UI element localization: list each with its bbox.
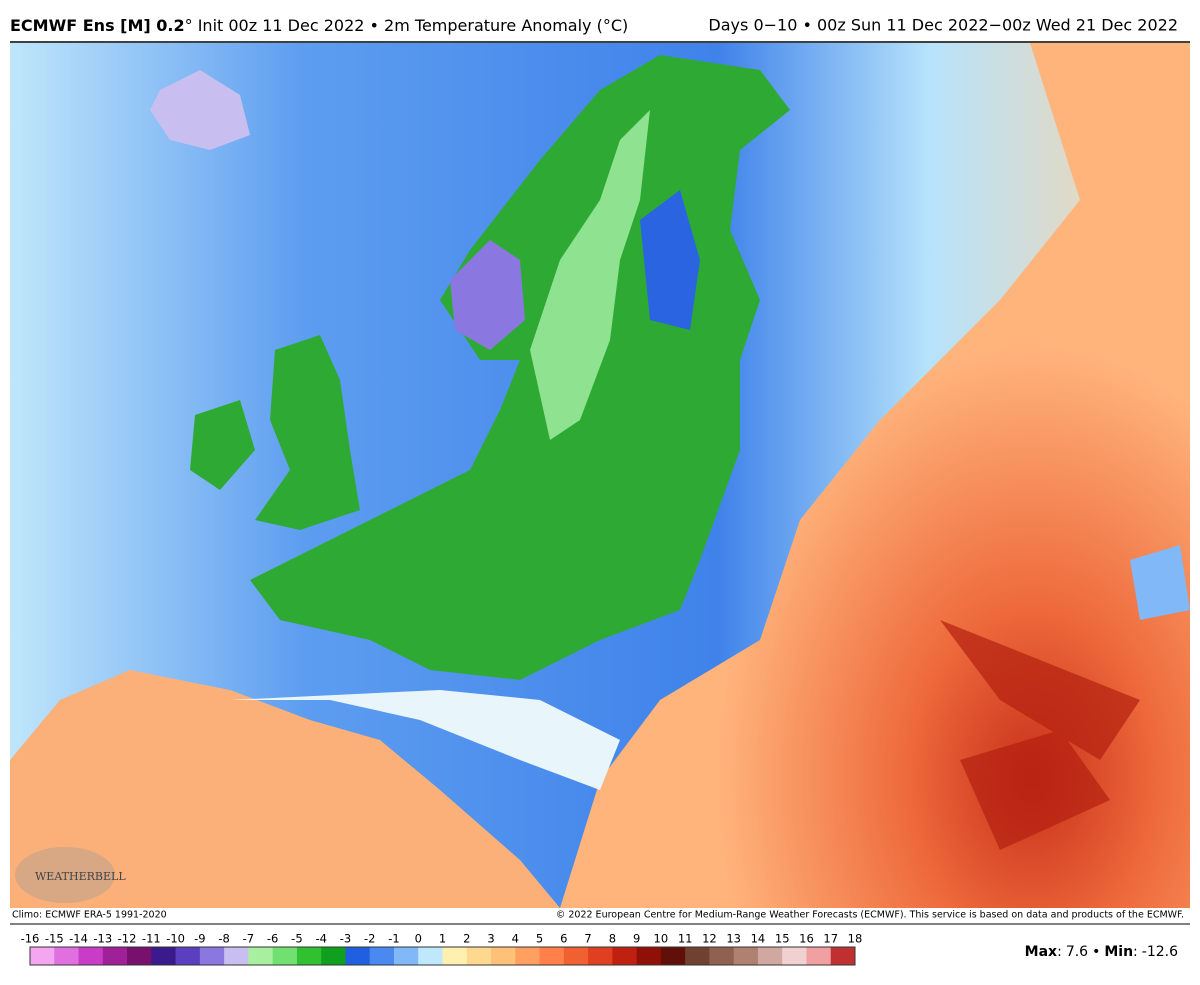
colorbar-swatch (418, 947, 443, 965)
colorbar-tick-label: 3 (487, 932, 494, 946)
watermark: WEATHERBELL (35, 870, 126, 883)
colorbar-tick-label: 12 (702, 932, 717, 946)
colorbar-tick-label: -13 (93, 932, 112, 946)
colorbar-tick-label: 15 (775, 932, 790, 946)
colorbar-swatch (539, 947, 565, 965)
cold-norway (450, 240, 525, 350)
colorbar-tick-label: -6 (267, 932, 278, 946)
colorbar-swatch (345, 947, 371, 965)
colorbar-tick-label: -16 (21, 932, 40, 946)
watermark-logo (15, 847, 115, 903)
colorbar-tick-label: -9 (194, 932, 205, 946)
cold-ireland (190, 400, 255, 490)
header-period: Days 0−10 • 00z Sun 11 Dec 2022−00z Wed … (708, 16, 1178, 35)
colorbar-tick-label: 6 (560, 932, 567, 946)
colorbar-tick-label: -3 (340, 932, 351, 946)
gulf-bothnia (640, 190, 700, 330)
colorbar-tick-label: 16 (799, 932, 814, 946)
colorbar-swatch (636, 947, 662, 965)
colorbar-swatch (321, 947, 346, 965)
footer-band (10, 908, 1190, 922)
colorbar-swatch (102, 947, 128, 965)
hot-core (940, 620, 1140, 850)
colorbar-tick-label: 18 (848, 932, 863, 946)
colorbar-tick-label: 11 (678, 932, 693, 946)
colorbar-swatch (782, 947, 807, 965)
colorbar-swatch (175, 947, 201, 965)
colorbar-tick-label: 1 (439, 932, 446, 946)
colorbar-swatch (563, 947, 589, 965)
colorbar-swatch (30, 947, 55, 965)
cold-iceland (150, 70, 250, 150)
colorbar-tick-label: 2 (463, 932, 470, 946)
colorbar-swatch (248, 947, 274, 965)
colorbar-tick-label: 17 (823, 932, 838, 946)
colorbar-tick-label: 7 (584, 932, 591, 946)
colorbar-tick-label: -7 (243, 932, 254, 946)
colorbar-frame (29, 946, 856, 966)
colorbar-swatch (685, 947, 710, 965)
colorbar-swatch (393, 947, 419, 965)
colorbar-swatch (709, 947, 735, 965)
colorbar-swatch (272, 947, 298, 965)
footer-copyright: © 2022 European Centre for Medium-Range … (556, 910, 1184, 921)
stats: Max: 7.6 • Min: -12.6 (1025, 944, 1178, 960)
colorbar-swatch (151, 947, 177, 965)
map: WEATHERBELL (10, 43, 1190, 908)
colorbar-swatch (806, 947, 832, 965)
colorbar-tick-label: -5 (291, 932, 302, 946)
colorbar-swatch (369, 947, 395, 965)
colorbar-tick-label: -8 (218, 932, 229, 946)
colorbar-tick-label: 10 (654, 932, 669, 946)
colorbar-tick-label: 13 (726, 932, 741, 946)
colorbar-tick-label: -12 (118, 932, 137, 946)
colorbar-tick-label: 0 (415, 932, 422, 946)
colorbar-tick-label: -14 (69, 932, 88, 946)
colorbar-swatch (757, 947, 783, 965)
colorbar-swatch (54, 947, 80, 965)
colorbar-tick-label: 14 (751, 932, 766, 946)
colorbar-tick-label: -1 (388, 932, 399, 946)
cold-britain (255, 335, 360, 530)
colorbar-swatch (660, 947, 686, 965)
colorbar-swatch (588, 947, 613, 965)
colorbar-tick-label: 8 (609, 932, 616, 946)
colorbar-tick-label: 4 (512, 932, 519, 946)
cool-caspian (1130, 545, 1190, 620)
colorbar-swatch (127, 947, 152, 965)
colorbar-tick-label: -11 (142, 932, 161, 946)
colorbar-swatch (442, 947, 468, 965)
colorbar-swatch (199, 947, 225, 965)
neutral-band (230, 690, 620, 790)
colorbar-swatch (830, 947, 856, 965)
colorbar-tick-label: 9 (633, 932, 640, 946)
colorbar-swatch (612, 947, 638, 965)
colorbar-tick-label: -15 (45, 932, 64, 946)
colorbar: -16 -15 -14 -13 -12 -11 -10 -9 -8 -7 -6 -5 -4 -3 -2 -1 0… (21, 932, 863, 966)
colorbar-tick-label: -4 (315, 932, 326, 946)
colorbar-tick-label: -10 (166, 932, 185, 946)
footer-climo: Climo: ECMWF ERA-5 1991-2020 (12, 910, 167, 921)
colorbar-tick-label: -2 (364, 932, 375, 946)
colorbar-swatch (733, 947, 759, 965)
colorbar-swatch (224, 947, 249, 965)
colorbar-swatch (491, 947, 516, 965)
warm-southwest (10, 670, 560, 908)
colorbar-swatch (296, 947, 322, 965)
colorbar-tick-label: 5 (536, 932, 543, 946)
colorbar-swatch (515, 947, 541, 965)
header-title: ECMWF Ens [M] 0.2° Init 00z 11 Dec 2022 … (10, 16, 628, 35)
colorbar-swatch (466, 947, 492, 965)
colorbar-swatch (78, 947, 104, 965)
cold-sweden (530, 110, 650, 440)
